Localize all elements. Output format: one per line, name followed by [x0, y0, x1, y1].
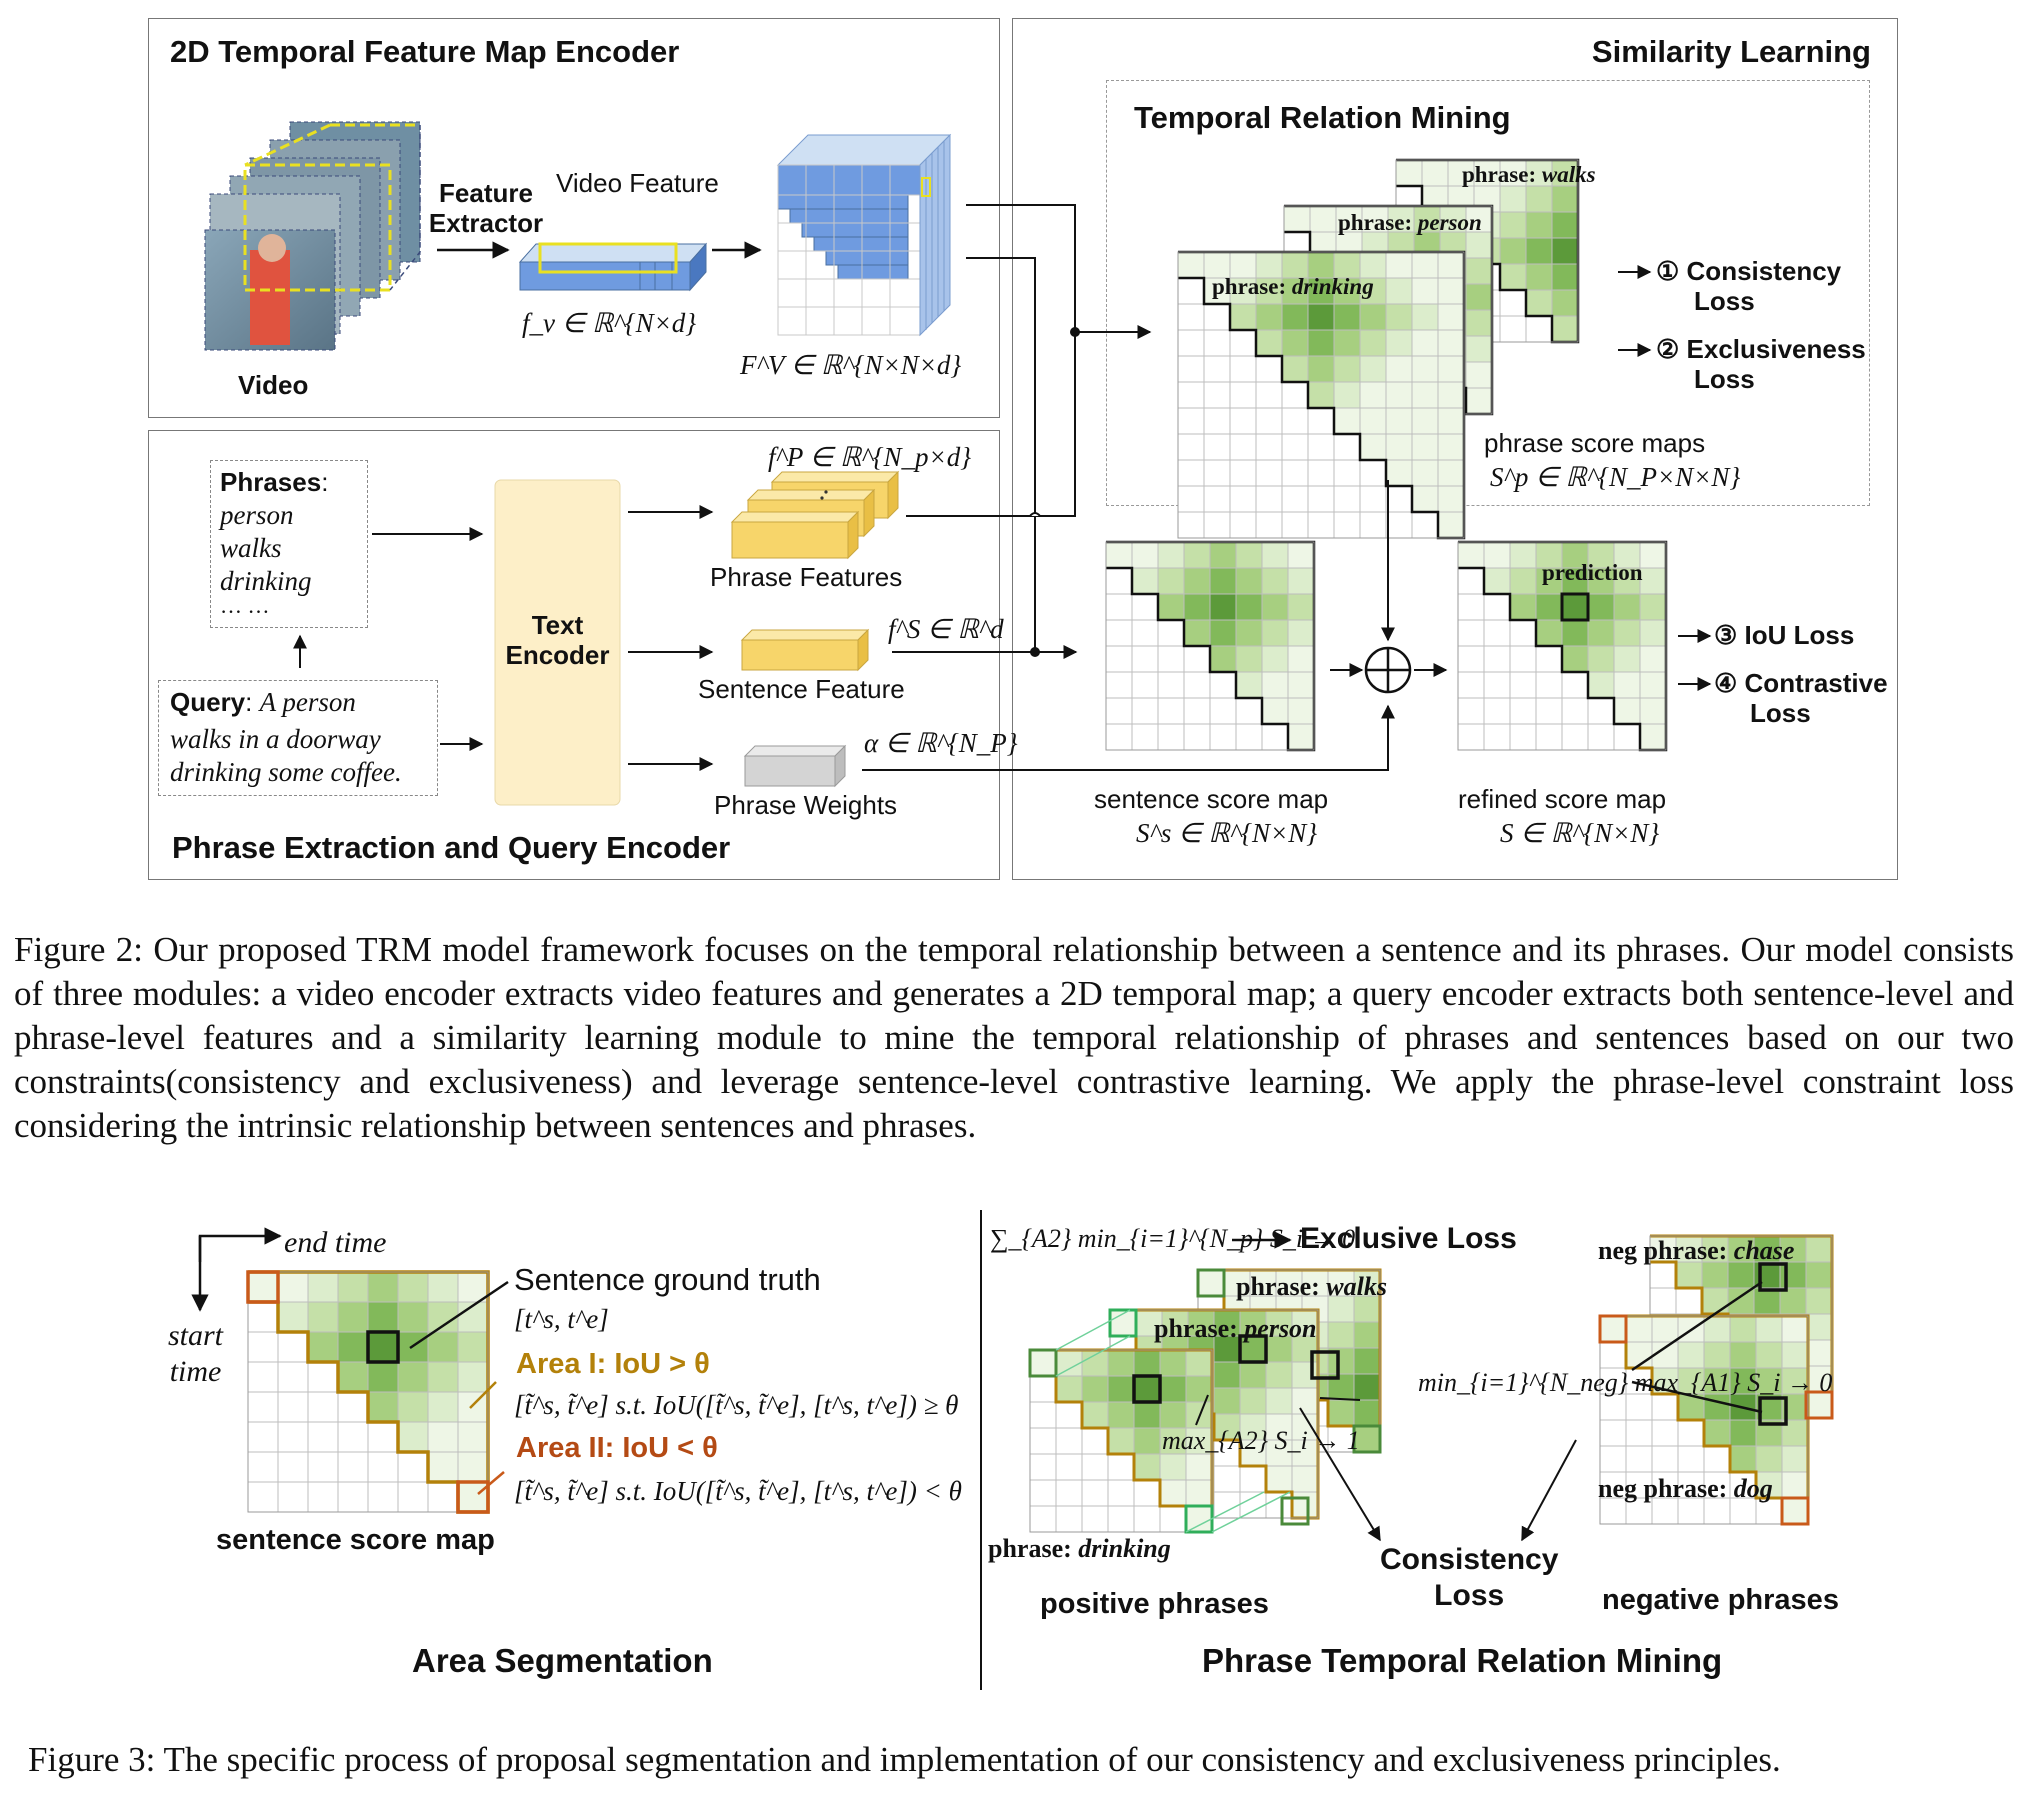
positive-phrases-label: positive phrases: [1040, 1588, 1269, 1620]
consistency-loss-label: ① Consistency Loss: [1656, 256, 1842, 316]
query-encoder-panel: [148, 430, 1000, 880]
pos-label-walks: phrase: walks: [1236, 1272, 1387, 1301]
pos-label-drinking: phrase: drinking: [988, 1534, 1171, 1563]
contrastive-loss-label: ④ Contrastive Loss: [1714, 668, 1888, 728]
neg-label-dog: neg phrase: dog: [1598, 1474, 1773, 1503]
exclusive-loss-label: Exclusive Loss: [1300, 1222, 1517, 1255]
gt-math: [t^s, t^e]: [514, 1304, 609, 1334]
neg-label-chase: neg phrase: chase: [1598, 1236, 1795, 1265]
phrase-item: walks: [220, 533, 282, 563]
phrase-item: drinking: [220, 566, 312, 596]
similarity-learning-panel: [1012, 18, 1898, 880]
similarity-title: Similarity Learning: [1591, 34, 1871, 69]
area2-math: [t̃^s, t̃^e] s.t. IoU([t̃^s, t̃^e], [t^s…: [514, 1476, 962, 1506]
sentence-gt-label: Sentence ground truth: [514, 1262, 821, 1297]
positive-phrase-maps: [1028, 1268, 1382, 1534]
sum-operator-icon: [1364, 646, 1412, 694]
area-seg-map: [246, 1270, 509, 1514]
negative-phrase-maps: [1598, 1234, 1834, 1526]
ptrm-title: Phrase Temporal Relation Mining: [1202, 1642, 1723, 1679]
phrase-item-ellipsis: … …: [220, 593, 270, 618]
prediction-label: prediction: [1542, 560, 1643, 585]
Sp-math: S^p ∈ ℝ^{N_P×N×N}: [1490, 462, 1741, 492]
video-feature-label: Video Feature: [556, 168, 719, 198]
query-text: Query: A person walks in a doorway drink…: [170, 687, 402, 787]
area2-label: Area II: IoU < θ: [516, 1432, 718, 1464]
phrase-weights-label: Phrase Weights: [714, 790, 898, 820]
area1-math: [t̃^s, t̃^e] s.t. IoU([t̃^s, t̃^e], [t^s…: [514, 1390, 959, 1420]
figure-3-caption: Figure 3: The specific process of propos…: [28, 1740, 1781, 1779]
trm-title: Temporal Relation Mining: [1134, 100, 1511, 135]
alpha-math: α ∈ ℝ^{N_P}: [864, 728, 1018, 758]
phrase-features-icon: [730, 470, 900, 560]
sentence-feature-icon: [740, 628, 870, 672]
refined-score-map: [1457, 540, 1668, 752]
video-frames-icon: [204, 121, 421, 351]
map-label-drinking: phrase: drinking: [1212, 274, 1374, 299]
fig2-artwork: [204, 121, 1712, 806]
sentence-score-map-label: sentence score map: [1094, 784, 1329, 814]
S-math: S ∈ ℝ^{N×N}: [1500, 818, 1660, 848]
phrases-heading: Phrases:: [220, 467, 329, 497]
phrase-score-maps-label: phrase score maps: [1484, 428, 1706, 458]
query-line: drinking some coffee.: [170, 757, 402, 787]
fig3-artwork: [191, 1210, 1834, 1690]
phrase-item: person: [220, 500, 294, 530]
sentence-score-map: [1105, 540, 1316, 752]
query-line: A person: [259, 687, 356, 717]
sentence-feature-label: Sentence Feature: [698, 674, 905, 704]
2d-feature-map-cube-icon: [776, 133, 952, 337]
video-label: Video: [238, 370, 309, 400]
area1-label: Area I: IoU > θ: [516, 1348, 710, 1380]
phrase-score-maps: [1177, 158, 1580, 540]
exclusive-math: ∑_{A2} min_{i=1}^{N_p} S_i → 0: [990, 1224, 1356, 1253]
video-encoder-panel: [148, 18, 1000, 418]
query-line: walks in a doorway: [170, 724, 381, 754]
end-time-label: end time: [284, 1226, 387, 1259]
area-seg-title: Area Segmentation: [412, 1642, 713, 1679]
phrases-box: [210, 460, 368, 628]
Ss-math: S^s ∈ ℝ^{N×N}: [1136, 818, 1318, 848]
phrases-list: Phrases: person walks drinking … …: [220, 466, 329, 618]
phrase-weights-icon: [743, 744, 847, 788]
text-encoder-label: Text Encoder: [505, 610, 610, 670]
phrase-features-label: Phrase Features: [710, 562, 903, 592]
feature-extractor-label: Feature Extractor: [428, 178, 544, 238]
consistency-loss-label: Consistency Loss: [1380, 1543, 1559, 1612]
temporal-relation-mining-panel: [1106, 80, 1870, 506]
fv-math: f_v ∈ ℝ^{N×d}: [522, 308, 697, 338]
query-module-title: Phrase Extraction and Query Encoder: [172, 830, 731, 865]
refined-score-map-label: refined score map: [1458, 784, 1667, 814]
area-seg-map-label: sentence score map: [216, 1524, 495, 1556]
map-label-person: phrase: person: [1338, 210, 1482, 235]
pos-label-person: phrase: person: [1154, 1314, 1317, 1343]
query-box: [158, 680, 438, 796]
consistency-math: max_{A2} S_i → 1: [1162, 1426, 1360, 1455]
start-time-label: start time: [168, 1319, 224, 1388]
neg-math: min_{i=1}^{N_neg} max_{A1} S_i → 0: [1418, 1368, 1833, 1397]
negative-phrases-label: negative phrases: [1602, 1584, 1839, 1616]
figure-2-caption: Figure 2: Our proposed TRM model framewo…: [14, 930, 2014, 1145]
encoder-title: 2D Temporal Feature Map Encoder: [170, 34, 680, 69]
fP-math: f^P ∈ ℝ^{N_p×d}: [768, 442, 972, 472]
map-label-walks: phrase: walks: [1462, 162, 1596, 187]
FV-math: F^V ∈ ℝ^{N×N×d}: [740, 350, 962, 380]
query-heading: Query: [170, 687, 246, 717]
fS-math: f^S ∈ ℝ^d: [888, 614, 1004, 644]
video-feature-bar-icon: [518, 242, 708, 292]
exclusiveness-loss-label: ② Exclusiveness Loss: [1656, 334, 1866, 394]
iou-loss-label: ③ IoU Loss: [1714, 620, 1855, 650]
